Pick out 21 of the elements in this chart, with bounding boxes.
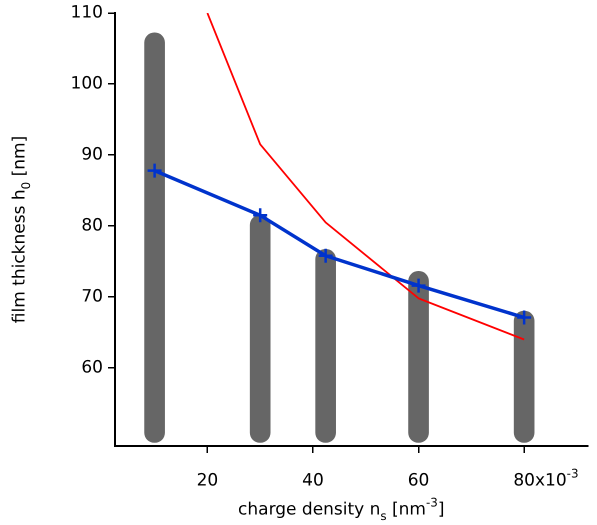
bar (315, 249, 336, 443)
point (516, 309, 532, 326)
x-tick-label: 60 (408, 470, 430, 490)
bar (408, 271, 429, 443)
y-tick-label: 90 (81, 144, 104, 164)
bar (514, 310, 534, 443)
y-axis-title: film thickness h0 [nm] (9, 136, 33, 324)
y-tick-label: 100 (70, 73, 104, 94)
x-tick-label: 40 (302, 470, 324, 490)
x-tick-label: 20 (196, 470, 218, 490)
x-tick-label: 80 (513, 470, 535, 490)
point (317, 248, 334, 264)
y-tick-label: 80 (81, 215, 104, 236)
bar (144, 32, 165, 443)
point (252, 207, 268, 224)
y-tick-label: 110 (70, 2, 104, 22)
y-tick-label: 60 (81, 357, 104, 378)
point (146, 162, 163, 179)
y-tick-label: 70 (81, 286, 104, 306)
point (410, 277, 427, 294)
bar (250, 214, 271, 443)
